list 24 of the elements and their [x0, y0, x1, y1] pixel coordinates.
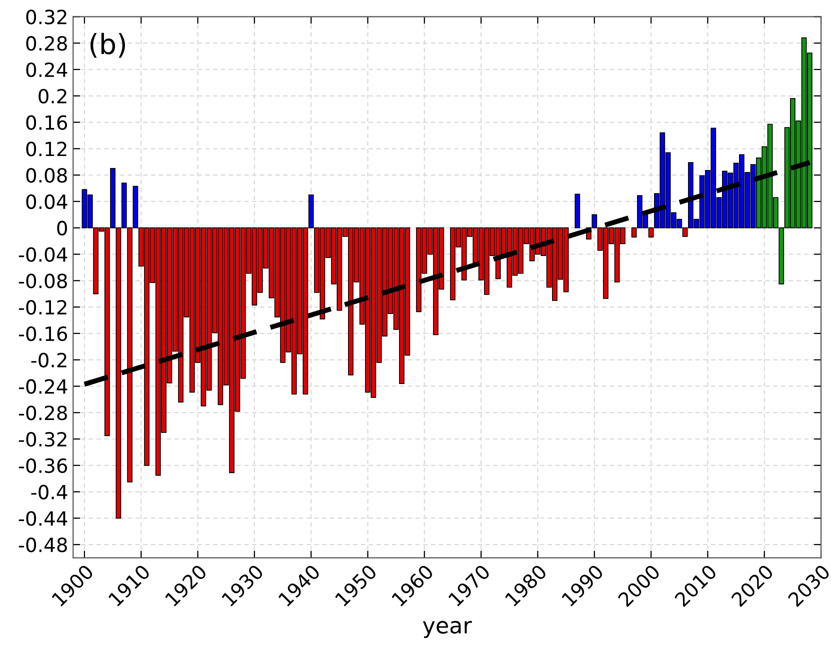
annotation: (b) — [90, 32, 126, 58]
y-tick-label: -0.44 — [18, 511, 68, 526]
y-tick-label: 0.04 — [26, 194, 68, 210]
y-tick-label: 0.28 — [26, 36, 67, 51]
y-tick-label: 0.12 — [26, 142, 66, 156]
bar — [574, 194, 580, 228]
y-tick-label: -0.32 — [18, 432, 66, 447]
y-tick-label: -0.4 — [31, 484, 68, 500]
y-tick-label: -0.2 — [31, 352, 66, 368]
y-tick-label: -0.04 — [18, 247, 68, 262]
y-tick-label: 0 — [57, 220, 67, 236]
y-tick-label: -0.24 — [18, 379, 68, 394]
y-tick-label: -0.08 — [18, 274, 67, 288]
x-axis-title: year — [422, 620, 472, 638]
y-tick-label: -0.28 — [18, 406, 67, 420]
y-tick-label: 0.16 — [26, 115, 68, 130]
y-tick-label: 0.08 — [26, 168, 67, 183]
y-tick-label: -0.36 — [18, 458, 68, 474]
y-tick-label: 0.2 — [38, 88, 66, 104]
y-tick-label: 0.32 — [26, 10, 66, 24]
y-tick-label: -0.12 — [18, 300, 66, 315]
y-tick-label: -0.16 — [18, 326, 68, 342]
y-tick-label: 0.24 — [26, 62, 68, 78]
y-tick-label: -0.48 — [18, 538, 67, 552]
